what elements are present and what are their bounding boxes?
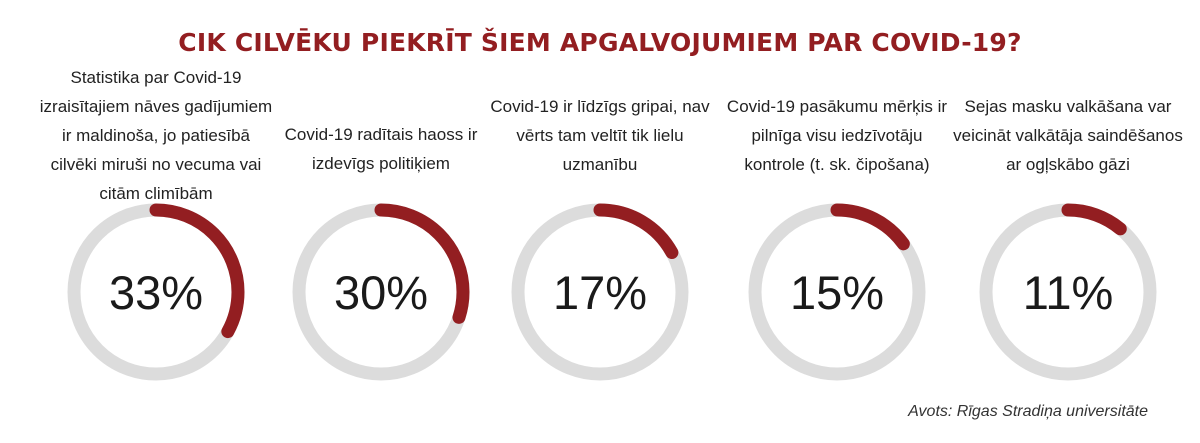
- donut-ring: 17%: [506, 198, 694, 386]
- donut-ring: 15%: [743, 198, 931, 386]
- donut-value-arc: [748, 203, 926, 381]
- source-note: Avots: Rīgas Stradiņa universitāte: [908, 403, 1148, 420]
- donut-value-arc: [292, 203, 470, 381]
- donut-ring: 30%: [287, 198, 475, 386]
- donut-value-arc: [67, 203, 245, 381]
- donut-value-arc: [511, 203, 689, 381]
- donut-svg: [979, 203, 1157, 381]
- donut-svg: [67, 203, 245, 381]
- donut-svg: [511, 203, 689, 381]
- statement-label: Sejas masku valkāšana var veicināt valkā…: [953, 96, 1183, 174]
- percent-label: 15%: [789, 265, 885, 319]
- percent-label: 11%: [1022, 265, 1114, 319]
- chart-title: CIK CILVĒKU PIEKRĪT ŠIEM APGALVOJUMIEM P…: [178, 28, 1022, 57]
- statement-label: Statistika par Covid-19 izraisītajiem nā…: [39, 67, 273, 203]
- donut-ring: 11%: [974, 198, 1162, 386]
- donut-value-arc: [979, 203, 1157, 381]
- donut-ring: 33%: [62, 198, 250, 386]
- statement-label: Covid-19 pasākumu mērķis ir pilnīga visu…: [726, 96, 948, 174]
- donut-svg: [748, 203, 926, 381]
- statement-label: Covid-19 radītais haoss ir izdevīgs poli…: [284, 125, 478, 173]
- statement-label: Covid-19 ir līdzīgs gripai, nav vērts ta…: [490, 96, 710, 174]
- percent-label: 33%: [108, 265, 204, 319]
- donut-svg: [292, 203, 470, 381]
- percent-label: 30%: [333, 265, 429, 319]
- percent-label: 17%: [552, 265, 648, 319]
